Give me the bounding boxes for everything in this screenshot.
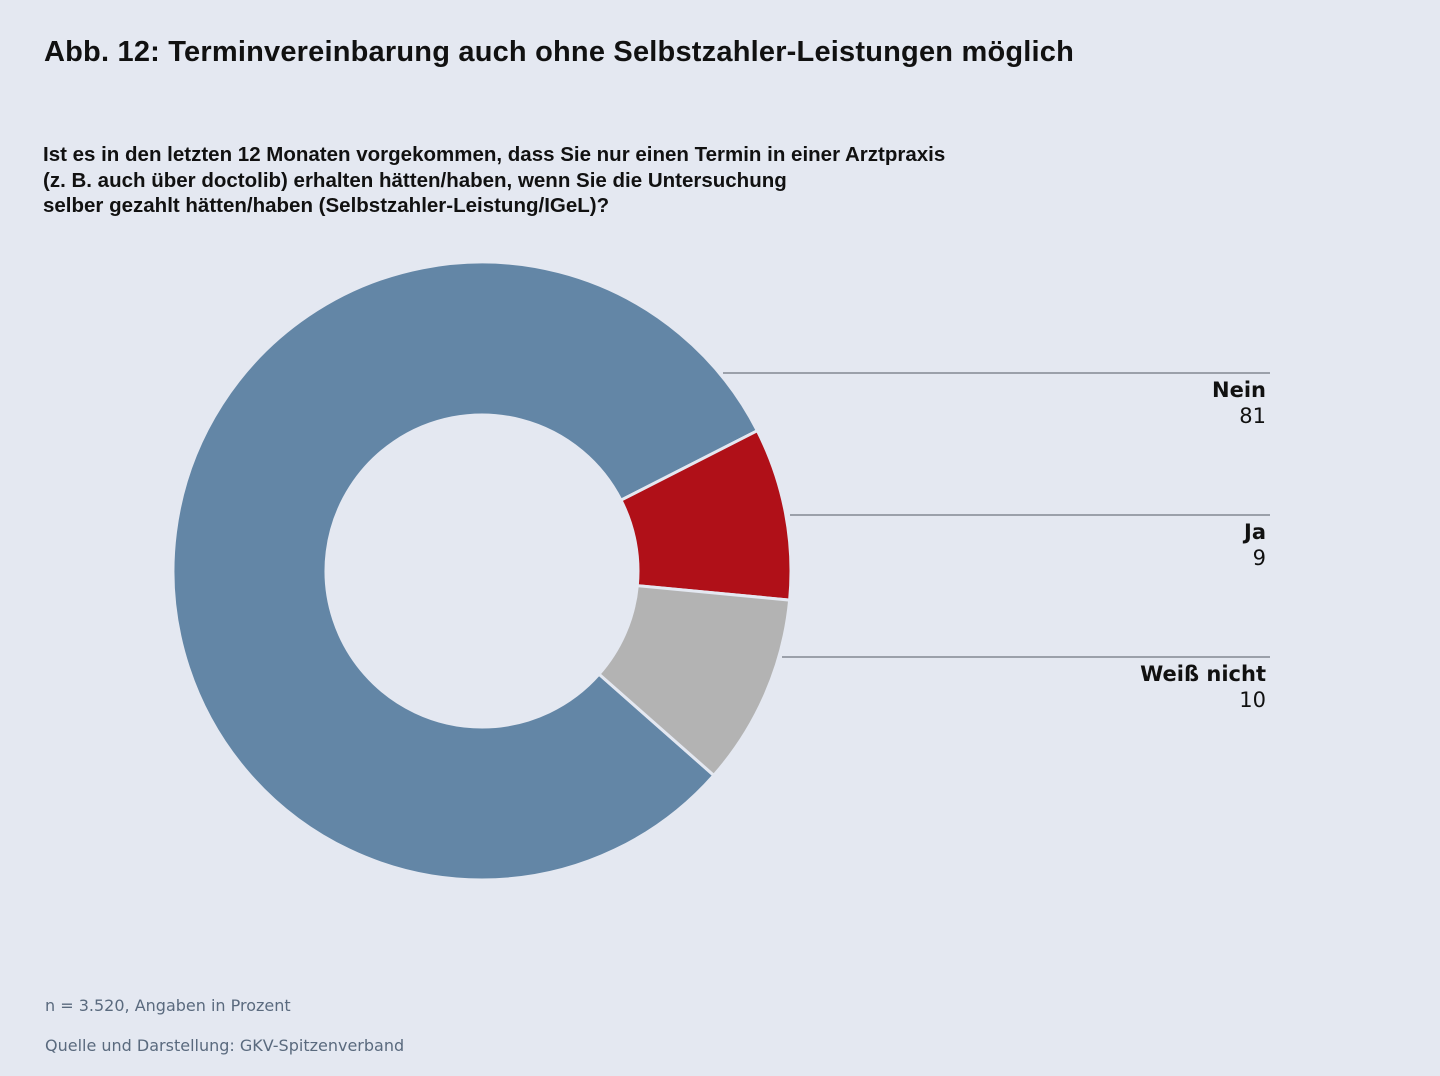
donut-chart bbox=[171, 260, 1270, 882]
chart-title: Abb. 12: Terminvereinbarung auch ohne Se… bbox=[44, 36, 1075, 68]
footer: n = 3.520, Angaben in Prozent Quelle und… bbox=[45, 976, 404, 1076]
slice-nein bbox=[171, 260, 760, 882]
sample-note: n = 3.520, Angaben in Prozent bbox=[45, 996, 291, 1015]
label-nein: Nein 81 bbox=[1212, 377, 1266, 429]
label-value: 9 bbox=[1252, 546, 1266, 570]
label-name: Nein bbox=[1212, 378, 1266, 402]
label-value: 10 bbox=[1239, 688, 1266, 712]
slice-weiss-nicht bbox=[596, 584, 792, 778]
label-value: 81 bbox=[1239, 404, 1266, 428]
source-note: Quelle und Darstellung: GKV-Spitzenverba… bbox=[45, 1036, 405, 1055]
label-name: Weiß nicht bbox=[1140, 662, 1266, 686]
label-ja: Ja 9 bbox=[1244, 519, 1266, 571]
label-weiss-nicht: Weiß nicht 10 bbox=[1140, 661, 1266, 713]
survey-question: Ist es in den letzten 12 Monaten vorgeko… bbox=[43, 143, 946, 217]
label-name: Ja bbox=[1244, 520, 1266, 544]
